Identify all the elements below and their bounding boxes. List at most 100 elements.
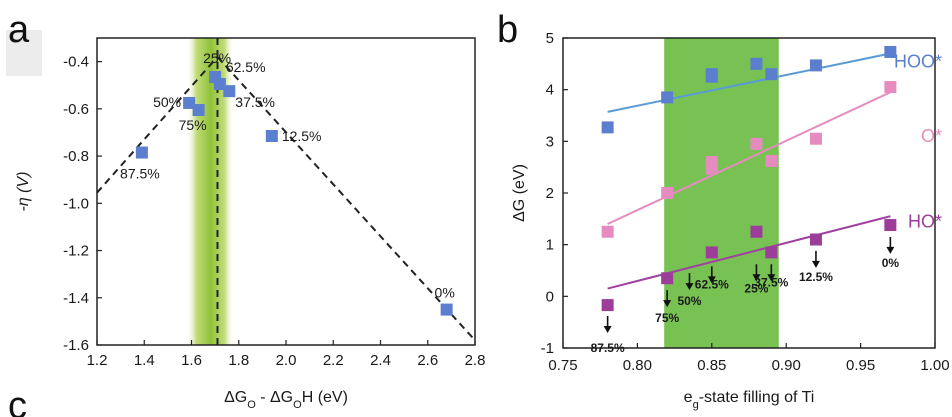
annotation-label: 25% <box>744 281 768 295</box>
fit-line <box>607 215 891 290</box>
y-tick-label-a: -1.0 <box>63 195 89 212</box>
data-point-a <box>265 130 278 143</box>
annotation-arrow-head <box>685 283 694 291</box>
y-tick-label-b: 2 <box>546 185 554 202</box>
plot-frame-a <box>96 37 476 346</box>
panel-letter-c: c <box>8 385 27 417</box>
data-point-b <box>884 81 897 94</box>
point-label-a: 12.5% <box>282 128 322 144</box>
x-tick-label-a: 1.4 <box>134 352 155 369</box>
x-tick-label-a: 1.8 <box>228 352 249 369</box>
y-tick-label-a: -0.6 <box>63 101 89 118</box>
data-point-b <box>750 225 763 238</box>
data-point-a <box>213 78 226 91</box>
x-axis-title-b: eg-state filling of Ti <box>684 389 815 411</box>
y-tick-label-b: 4 <box>546 82 554 99</box>
annotation-label: 37.5% <box>754 275 788 289</box>
data-point-b <box>765 68 778 81</box>
series-label: HO* <box>908 211 942 231</box>
annotation-label: 87.5% <box>591 341 625 355</box>
x-tick-label-a: 2.2 <box>323 352 344 369</box>
volcano-line <box>96 56 219 194</box>
y-axis-title-a: -η (V) <box>15 172 32 212</box>
data-point-b <box>705 68 718 81</box>
data-point-b <box>705 162 718 175</box>
y-axis-title-b: ΔG (eV) <box>511 164 528 222</box>
data-point-b <box>884 45 897 58</box>
data-point-b <box>809 132 822 145</box>
point-label-a: 0% <box>435 285 455 301</box>
x-tick-label-a: 2.6 <box>417 352 438 369</box>
fit-line <box>607 91 891 225</box>
x-tick-label-a: 2.8 <box>465 352 486 369</box>
x-axis-title-a: ΔGO - ΔGOH (eV) <box>224 389 348 411</box>
x-tick-label-b: 0.80 <box>623 357 652 374</box>
data-point-b <box>601 121 614 134</box>
series-label: HOO* <box>894 51 942 71</box>
y-tick-label-b: 0 <box>546 288 554 305</box>
data-point-a <box>440 303 453 316</box>
data-point-a <box>223 85 236 98</box>
point-label-a: 62.5% <box>226 59 266 75</box>
annotation-label: 12.5% <box>799 270 833 284</box>
data-point-a <box>183 96 196 109</box>
y-tick-label-a: -1.4 <box>63 290 89 307</box>
annotation-arrow-head <box>663 300 672 308</box>
volcano-line <box>216 56 476 341</box>
data-point-b <box>765 246 778 259</box>
point-label-a: 37.5% <box>235 94 275 110</box>
series-label: O* <box>921 126 942 146</box>
point-label-a: 87.5% <box>120 166 160 182</box>
data-point-b <box>661 91 674 104</box>
point-label-a: 75% <box>179 117 207 133</box>
x-tick-label-a: 1.2 <box>87 352 108 369</box>
data-point-b <box>750 137 763 150</box>
data-point-b <box>661 187 674 199</box>
y-tick-label-b: 1 <box>546 237 554 254</box>
data-point-b <box>809 59 822 72</box>
highlight-band-b <box>664 38 779 348</box>
annotation-arrow-head <box>752 274 761 282</box>
x-tick-label-a: 1.6 <box>181 352 202 369</box>
data-point-a <box>192 104 205 117</box>
data-point-b <box>884 219 897 232</box>
panel-letter-b: b <box>497 9 518 51</box>
fit-line <box>607 52 891 113</box>
x-tick-label-b: 0.75 <box>548 357 577 374</box>
panel-letter-a: a <box>8 9 30 51</box>
data-point-b <box>809 233 822 246</box>
y-tick-label-a: -0.4 <box>63 54 89 71</box>
annotation-arrow-head <box>886 246 895 254</box>
x-tick-label-b: 0.85 <box>697 357 726 374</box>
data-point-b <box>765 154 778 167</box>
x-tick-label-b: 0.90 <box>772 357 801 374</box>
y-tick-label-a: -1.6 <box>63 337 89 354</box>
y-tick-label-a: -0.8 <box>63 148 89 165</box>
annotation-arrow-head <box>707 276 716 284</box>
data-point-b <box>750 57 763 70</box>
annotation-label: 62.5% <box>695 277 729 291</box>
y-tick-label-b: 5 <box>546 30 554 47</box>
annotation-label: 50% <box>677 294 701 308</box>
data-point-b <box>661 272 674 285</box>
data-point-b <box>705 246 718 259</box>
annotation-label: 0% <box>882 256 900 270</box>
data-point-b <box>601 299 614 312</box>
y-tick-label-a: -1.2 <box>63 243 89 260</box>
chart-b: 0.75 0.80 0.85 0.90 0.95 1.00 -1 0 1 2 3 4 5 HOO* O* HO… <box>511 30 950 411</box>
annotation-arrow-head <box>811 260 820 268</box>
chart-a: 1.2 1.4 1.6 1.8 2.0 2.2 2.4 2.6 2.8 -0.4 -0.6 -0.8 -… <box>15 37 486 411</box>
y-tick-label-b: -1 <box>541 340 554 357</box>
data-point-a <box>135 146 148 159</box>
panel-a-backdrop <box>6 30 42 76</box>
data-point-b <box>601 225 614 238</box>
point-label-a: 25% <box>203 50 231 66</box>
annotation-label: 75% <box>655 311 679 325</box>
x-tick-label-a: 2.4 <box>370 352 391 369</box>
x-tick-label-a: 2.0 <box>276 352 297 369</box>
x-tick-label-b: 1.00 <box>920 357 949 374</box>
y-tick-label-b: 3 <box>546 133 554 150</box>
x-tick-label-b: 0.95 <box>846 357 875 374</box>
annotation-arrow-head <box>603 325 612 333</box>
